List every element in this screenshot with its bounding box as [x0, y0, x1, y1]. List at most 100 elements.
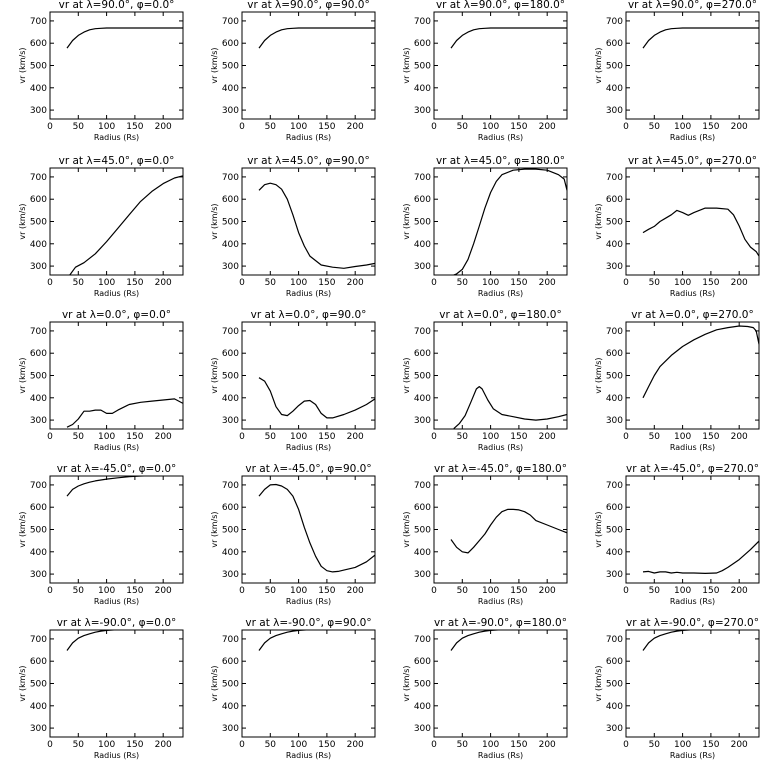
- y-tick-label: 300: [30, 724, 47, 734]
- y-tick-label: 600: [222, 349, 239, 359]
- y-tick-label: 400: [222, 548, 239, 558]
- x-tick-label: 50: [649, 278, 661, 288]
- chart-title: vr at λ=-90.0°, φ=270.0°: [626, 617, 759, 629]
- x-tick-label: 100: [674, 278, 691, 288]
- y-tick-label: 300: [414, 416, 431, 426]
- x-tick-label: 100: [290, 122, 307, 132]
- x-tick-label: 100: [290, 586, 307, 596]
- y-tick-label: 400: [222, 84, 239, 94]
- series-line: [642, 27, 759, 49]
- x-tick-label: 0: [623, 278, 629, 288]
- x-tick-label: 150: [702, 278, 719, 288]
- x-tick-label: 50: [457, 432, 469, 442]
- x-tick-label: 150: [318, 740, 335, 750]
- y-tick-label: 600: [414, 195, 431, 205]
- x-tick-label: 200: [347, 122, 364, 132]
- y-tick-label: 300: [606, 416, 623, 426]
- y-tick-label: 700: [414, 17, 431, 27]
- chart-title: vr at λ=90.0°, φ=270.0°: [628, 0, 757, 11]
- y-tick-label: 700: [606, 481, 623, 491]
- y-tick-label: 400: [30, 702, 47, 712]
- plot-frame: [625, 167, 760, 276]
- series-line: [642, 540, 759, 575]
- x-tick-label: 0: [47, 586, 53, 596]
- x-tick-label: 50: [649, 122, 661, 132]
- y-tick-label: 600: [222, 195, 239, 205]
- series-line: [258, 630, 314, 651]
- y-tick-label: 700: [606, 173, 623, 183]
- x-tick-label: 50: [73, 432, 85, 442]
- y-tick-label: 600: [30, 39, 47, 49]
- chart-title: vr at λ=-45.0°, φ=180.0°: [434, 463, 567, 475]
- x-tick-label: 100: [482, 432, 499, 442]
- x-tick-label: 200: [539, 740, 556, 750]
- y-axis-label: vr (km/s): [402, 357, 411, 393]
- y-tick-label: 300: [222, 724, 239, 734]
- x-tick-label: 150: [510, 122, 527, 132]
- y-tick-label: 300: [222, 416, 239, 426]
- x-tick-label: 50: [265, 586, 277, 596]
- y-tick-label: 400: [606, 394, 623, 404]
- x-axis-label: Radius (Rs): [670, 597, 715, 606]
- x-tick-label: 100: [98, 740, 115, 750]
- y-axis-label: vr (km/s): [402, 665, 411, 701]
- chart-panel-12: vr at λ=-45.0°, φ=0.0° 0 50 100 150 200 300 400…: [18, 463, 184, 606]
- y-axis-label: vr (km/s): [18, 665, 27, 701]
- chart-title: vr at λ=90.0°, φ=90.0°: [247, 0, 369, 11]
- chart-title: vr at λ=-45.0°, φ=90.0°: [245, 463, 371, 475]
- x-tick-label: 200: [731, 586, 748, 596]
- y-tick-label: 400: [222, 702, 239, 712]
- x-tick-label: 200: [539, 122, 556, 132]
- x-tick-label: 150: [318, 278, 335, 288]
- y-tick-label: 600: [606, 39, 623, 49]
- chart-title: vr at λ=-45.0°, φ=270.0°: [626, 463, 759, 475]
- y-tick-label: 700: [222, 173, 239, 183]
- y-tick-label: 300: [606, 262, 623, 272]
- chart-panel-15: vr at λ=-45.0°, φ=270.0° 0 50 100 150 200 300 4…: [594, 463, 760, 606]
- x-tick-label: 200: [731, 432, 748, 442]
- x-tick-label: 100: [290, 278, 307, 288]
- x-tick-label: 0: [623, 586, 629, 596]
- chart-title: vr at λ=90.0°, φ=180.0°: [436, 0, 565, 11]
- y-axis-label: vr (km/s): [402, 203, 411, 239]
- x-tick-label: 200: [347, 586, 364, 596]
- y-tick-label: 600: [414, 657, 431, 667]
- y-axis-label: vr (km/s): [402, 511, 411, 547]
- y-tick-label: 300: [222, 570, 239, 580]
- y-tick-label: 700: [222, 327, 239, 337]
- x-tick-label: 0: [431, 432, 437, 442]
- y-tick-label: 700: [414, 481, 431, 491]
- y-axis-label: vr (km/s): [594, 203, 603, 239]
- x-axis-label: Radius (Rs): [478, 597, 523, 606]
- y-tick-label: 300: [30, 416, 47, 426]
- x-tick-label: 50: [649, 586, 661, 596]
- x-tick-label: 200: [155, 122, 172, 132]
- x-axis-label: Radius (Rs): [94, 443, 139, 452]
- series-line: [66, 27, 183, 49]
- y-tick-label: 500: [222, 372, 239, 382]
- y-tick-label: 700: [606, 17, 623, 27]
- y-tick-label: 700: [30, 173, 47, 183]
- x-tick-label: 100: [482, 586, 499, 596]
- x-tick-label: 50: [649, 740, 661, 750]
- y-axis-label: vr (km/s): [18, 47, 27, 83]
- chart-title: vr at λ=45.0°, φ=0.0°: [59, 155, 175, 167]
- y-tick-label: 500: [414, 680, 431, 690]
- x-tick-label: 50: [457, 740, 469, 750]
- x-tick-label: 200: [155, 278, 172, 288]
- x-tick-label: 150: [510, 432, 527, 442]
- y-tick-label: 500: [222, 680, 239, 690]
- y-tick-label: 600: [606, 195, 623, 205]
- y-tick-label: 700: [30, 635, 47, 645]
- x-tick-label: 0: [239, 432, 245, 442]
- y-tick-label: 700: [222, 635, 239, 645]
- x-axis-label: Radius (Rs): [286, 443, 331, 452]
- y-tick-label: 500: [606, 526, 623, 536]
- chart-panel-10: vr at λ=0.0°, φ=180.0° 0 50 100 150 200 300 400…: [402, 309, 568, 452]
- x-tick-label: 50: [265, 432, 277, 442]
- x-axis-label: Radius (Rs): [670, 443, 715, 452]
- x-tick-label: 200: [539, 586, 556, 596]
- y-tick-label: 600: [222, 657, 239, 667]
- chart-title: vr at λ=0.0°, φ=90.0°: [251, 309, 367, 321]
